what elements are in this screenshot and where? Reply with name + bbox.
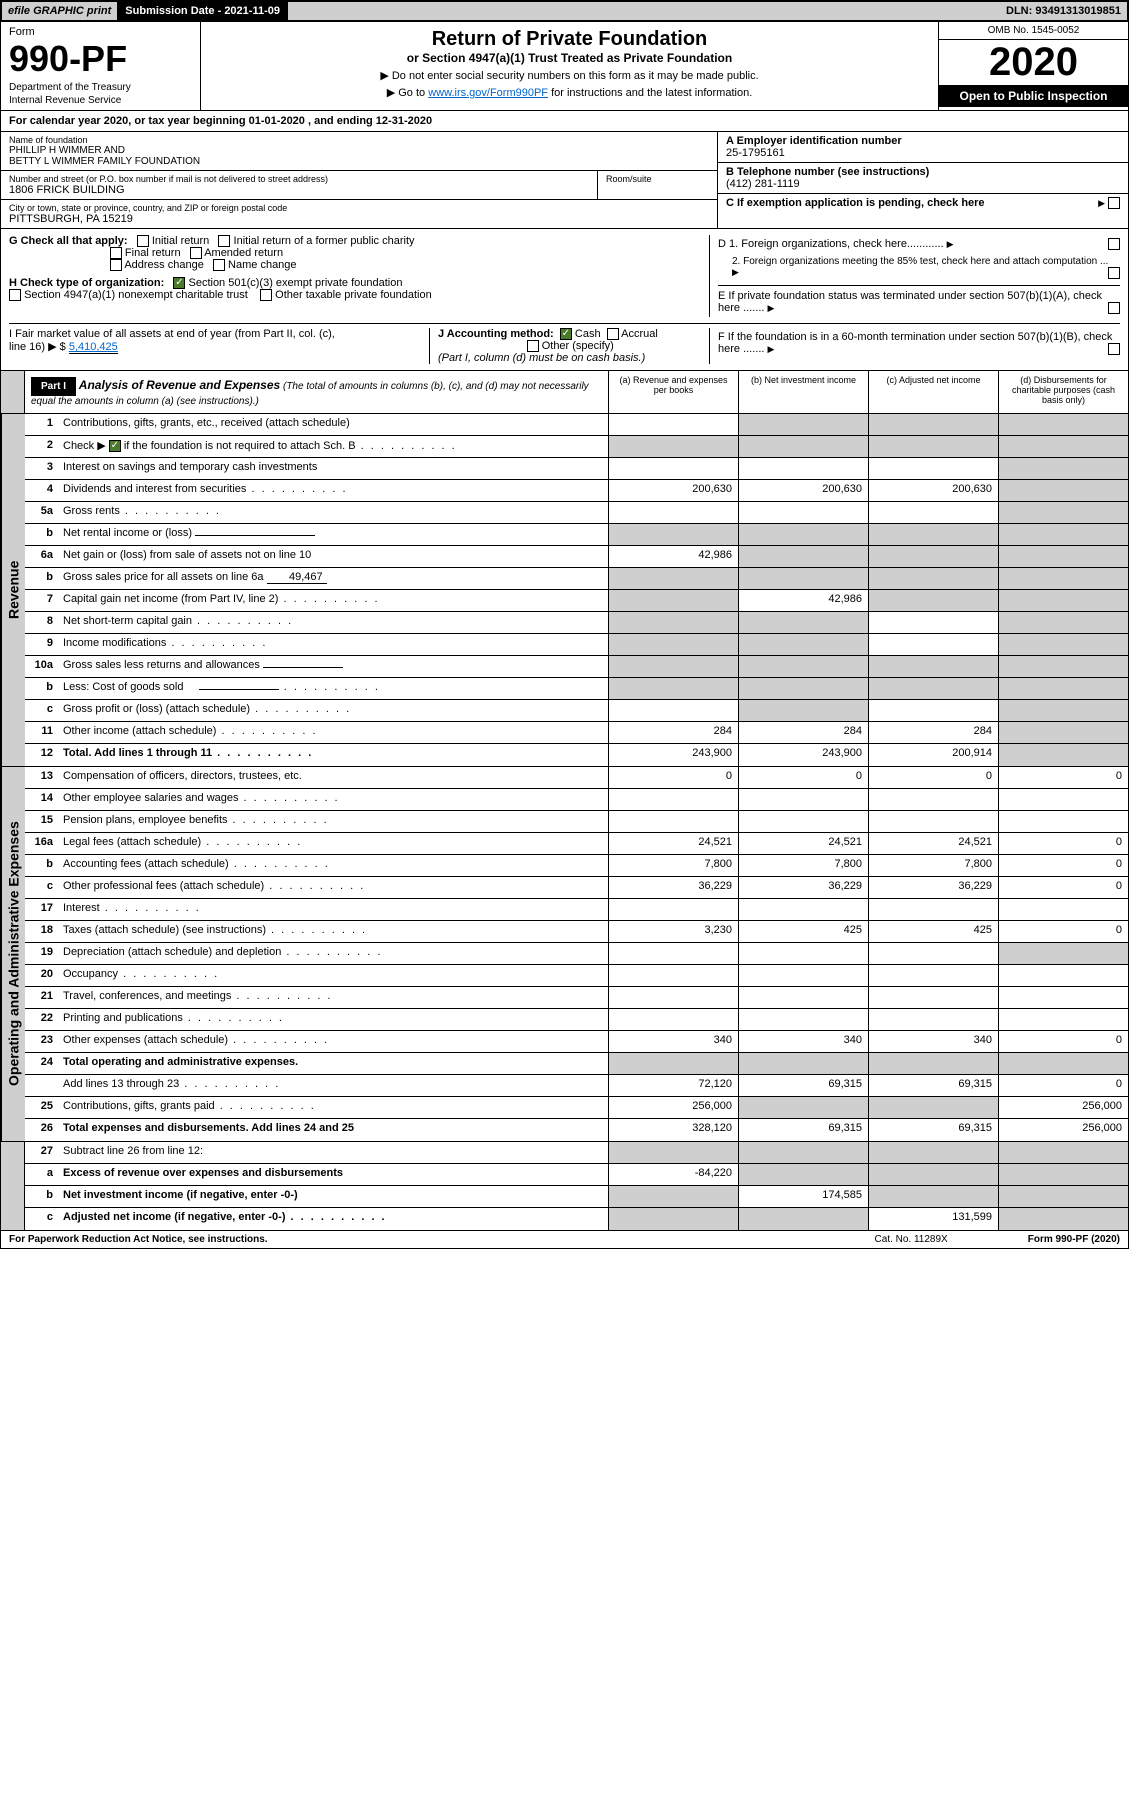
- check-4947[interactable]: [9, 289, 21, 301]
- i-section: I Fair market value of all assets at end…: [9, 328, 430, 364]
- d2-item: 2. Foreign organizations meeting the 85%…: [718, 253, 1120, 281]
- ein-cell: A Employer identification number 25-1795…: [718, 132, 1128, 163]
- fmv-value[interactable]: 5,410,425: [69, 341, 118, 354]
- check-name[interactable]: [213, 259, 225, 271]
- foundation-name-cell: Name of foundation PHILLIP H WIMMER AND …: [1, 132, 718, 171]
- address-cell: Number and street (or P.O. box number if…: [1, 171, 598, 200]
- form-header: Form 990-PF Department of the Treasury I…: [0, 22, 1129, 111]
- paperwork-notice: For Paperwork Reduction Act Notice, see …: [9, 1234, 268, 1245]
- check-c[interactable]: [1108, 197, 1120, 209]
- header-left: Form 990-PF Department of the Treasury I…: [1, 22, 201, 110]
- irs-link[interactable]: www.irs.gov/Form990PF: [428, 87, 548, 99]
- form-ref: Form 990-PF (2020): [1028, 1234, 1120, 1245]
- check-other-method[interactable]: [527, 340, 539, 352]
- topbar: efile GRAPHIC print Submission Date - 20…: [0, 0, 1129, 22]
- street-address: 1806 FRICK BUILDING: [9, 184, 589, 196]
- revenue-section: Revenue 1Contributions, gifts, grants, e…: [0, 414, 1129, 767]
- efile-label[interactable]: efile GRAPHIC print: [2, 2, 119, 20]
- check-initial[interactable]: [137, 235, 149, 247]
- f-item: F If the foundation is in a 60-month ter…: [718, 328, 1120, 358]
- phone-value: (412) 281-1119: [726, 178, 1120, 190]
- d1-item: D 1. Foreign organizations, check here..…: [718, 235, 1120, 253]
- check-e[interactable]: [1108, 302, 1120, 314]
- check-address[interactable]: [110, 259, 122, 271]
- form-title: Return of Private Foundation: [207, 28, 932, 51]
- check-501c3[interactable]: [173, 277, 185, 289]
- check-initial-former[interactable]: [218, 235, 230, 247]
- check-amended[interactable]: [190, 247, 202, 259]
- expenses-sidebar: Operating and Administrative Expenses: [1, 767, 25, 1141]
- g-row: G Check all that apply: Initial return I…: [9, 235, 701, 271]
- col-c-header: (c) Adjusted net income: [868, 371, 998, 413]
- col-a-header: (a) Revenue and expenses per books: [608, 371, 738, 413]
- phone-cell: B Telephone number (see instructions) (4…: [718, 163, 1128, 194]
- j-section: J Accounting method: Cash Accrual Other …: [430, 328, 710, 364]
- omb-number: OMB No. 1545-0052: [939, 22, 1128, 40]
- form-subtitle: or Section 4947(a)(1) Trust Treated as P…: [207, 51, 932, 65]
- form-number: 990-PF: [9, 38, 192, 80]
- foundation-info: Name of foundation PHILLIP H WIMMER AND …: [0, 132, 1129, 229]
- instruction-2: ▶ Go to www.irs.gov/Form990PF for instru…: [207, 86, 932, 99]
- cat-no: Cat. No. 11289X: [875, 1234, 948, 1245]
- check-d1[interactable]: [1108, 238, 1120, 250]
- header-right: OMB No. 1545-0052 2020 Open to Public In…: [938, 22, 1128, 110]
- revenue-sidebar: Revenue: [1, 414, 25, 766]
- part1-label: Part I: [31, 377, 76, 396]
- check-schb[interactable]: [109, 440, 121, 452]
- room-cell: Room/suite: [598, 171, 718, 200]
- check-final[interactable]: [110, 247, 122, 259]
- line6b-value: 49,467: [267, 571, 327, 584]
- footer: For Paperwork Reduction Act Notice, see …: [0, 1231, 1129, 1249]
- instruction-1: ▶ Do not enter social security numbers o…: [207, 69, 932, 82]
- check-cash[interactable]: [560, 328, 572, 340]
- exemption-pending: C If exemption application is pending, c…: [718, 194, 1128, 212]
- irs-label: Internal Revenue Service: [9, 95, 192, 106]
- open-public: Open to Public Inspection: [939, 85, 1128, 107]
- check-other-taxable[interactable]: [260, 289, 272, 301]
- city-state-zip: PITTSBURGH, PA 15219: [9, 213, 709, 225]
- submission-date: Submission Date - 2021-11-09: [119, 2, 288, 20]
- city-cell: City or town, state or province, country…: [1, 200, 718, 228]
- h-row: H Check type of organization: Section 50…: [9, 277, 701, 301]
- check-section: G Check all that apply: Initial return I…: [0, 229, 1129, 371]
- expenses-section: Operating and Administrative Expenses 13…: [0, 767, 1129, 1142]
- check-d2[interactable]: [1108, 267, 1120, 279]
- col-b-header: (b) Net investment income: [738, 371, 868, 413]
- foundation-name: PHILLIP H WIMMER AND BETTY L WIMMER FAMI…: [9, 145, 709, 167]
- col-d-header: (d) Disbursements for charitable purpose…: [998, 371, 1128, 413]
- dln: DLN: 93491313019851: [1000, 2, 1127, 20]
- calendar-year-row: For calendar year 2020, or tax year begi…: [0, 111, 1129, 132]
- line27-section: 27Subtract line 26 from line 12: aExcess…: [0, 1142, 1129, 1231]
- dept-label: Department of the Treasury: [9, 82, 192, 93]
- ein-value: 25-1795161: [726, 147, 1120, 159]
- part1-header-row: Part I Analysis of Revenue and Expenses …: [0, 371, 1129, 414]
- tax-year: 2020: [939, 40, 1128, 85]
- form-label: Form: [9, 26, 192, 38]
- header-center: Return of Private Foundation or Section …: [201, 22, 938, 110]
- check-f[interactable]: [1108, 343, 1120, 355]
- e-item: E If private foundation status was termi…: [718, 285, 1120, 317]
- check-accrual[interactable]: [607, 328, 619, 340]
